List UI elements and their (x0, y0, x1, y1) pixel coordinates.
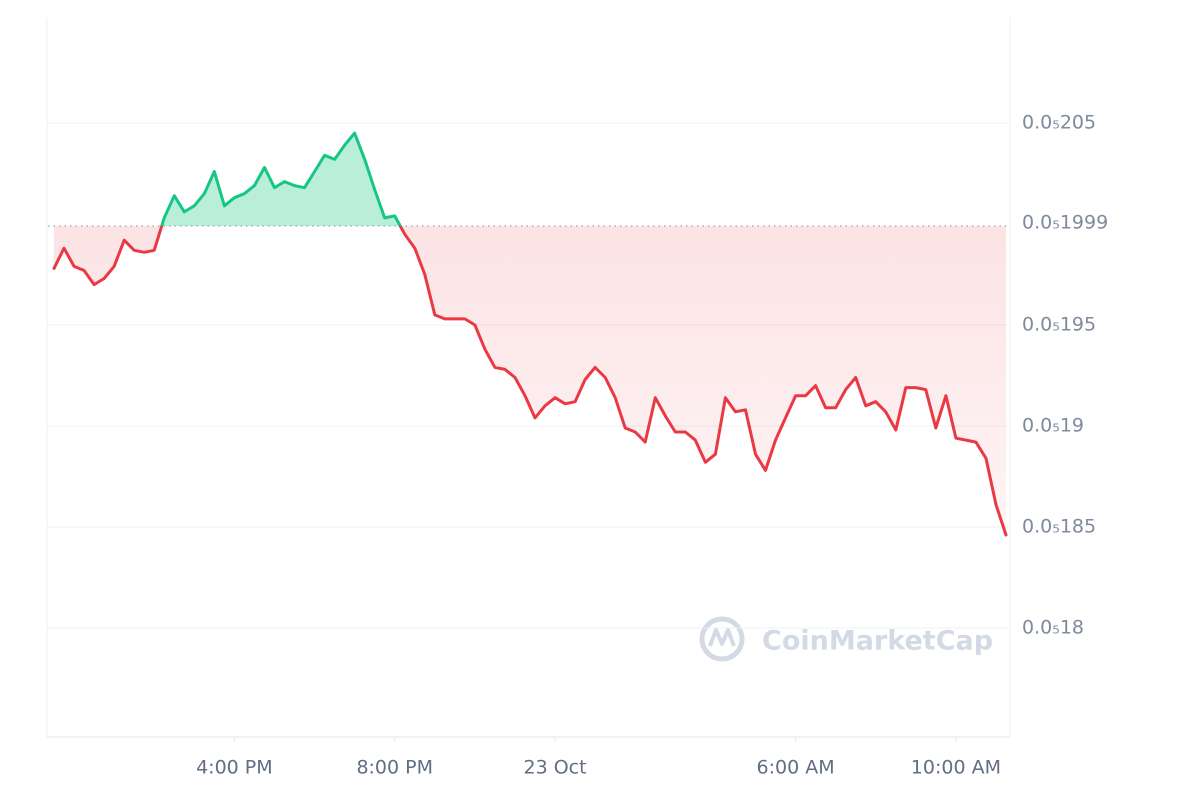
plot-frame (46, 18, 1011, 738)
x-tick-label: 23 Oct (524, 757, 587, 779)
watermark-text: CoinMarketCap (762, 626, 993, 657)
y-tick-label: 0.0₅205 (1022, 112, 1096, 134)
area-fill (54, 133, 1006, 535)
x-tick-label: 4:00 PM (196, 757, 273, 779)
x-tick-label: 6:00 AM (757, 757, 835, 779)
x-tick-label: 10:00 AM (911, 757, 1001, 779)
y-tick-label: 0.0₅185 (1022, 515, 1096, 537)
watermark: CoinMarketCap (699, 616, 993, 662)
y-tick-label: 0.0₅18 (1022, 616, 1084, 638)
y-tick-label: 0.0₅19 (1022, 414, 1084, 436)
baseline-label: 0.0₅1999 (1022, 212, 1108, 234)
price-line (52, 131, 1008, 537)
x-tick-label: 8:00 PM (356, 757, 433, 779)
y-tick-label: 0.0₅195 (1022, 313, 1096, 335)
